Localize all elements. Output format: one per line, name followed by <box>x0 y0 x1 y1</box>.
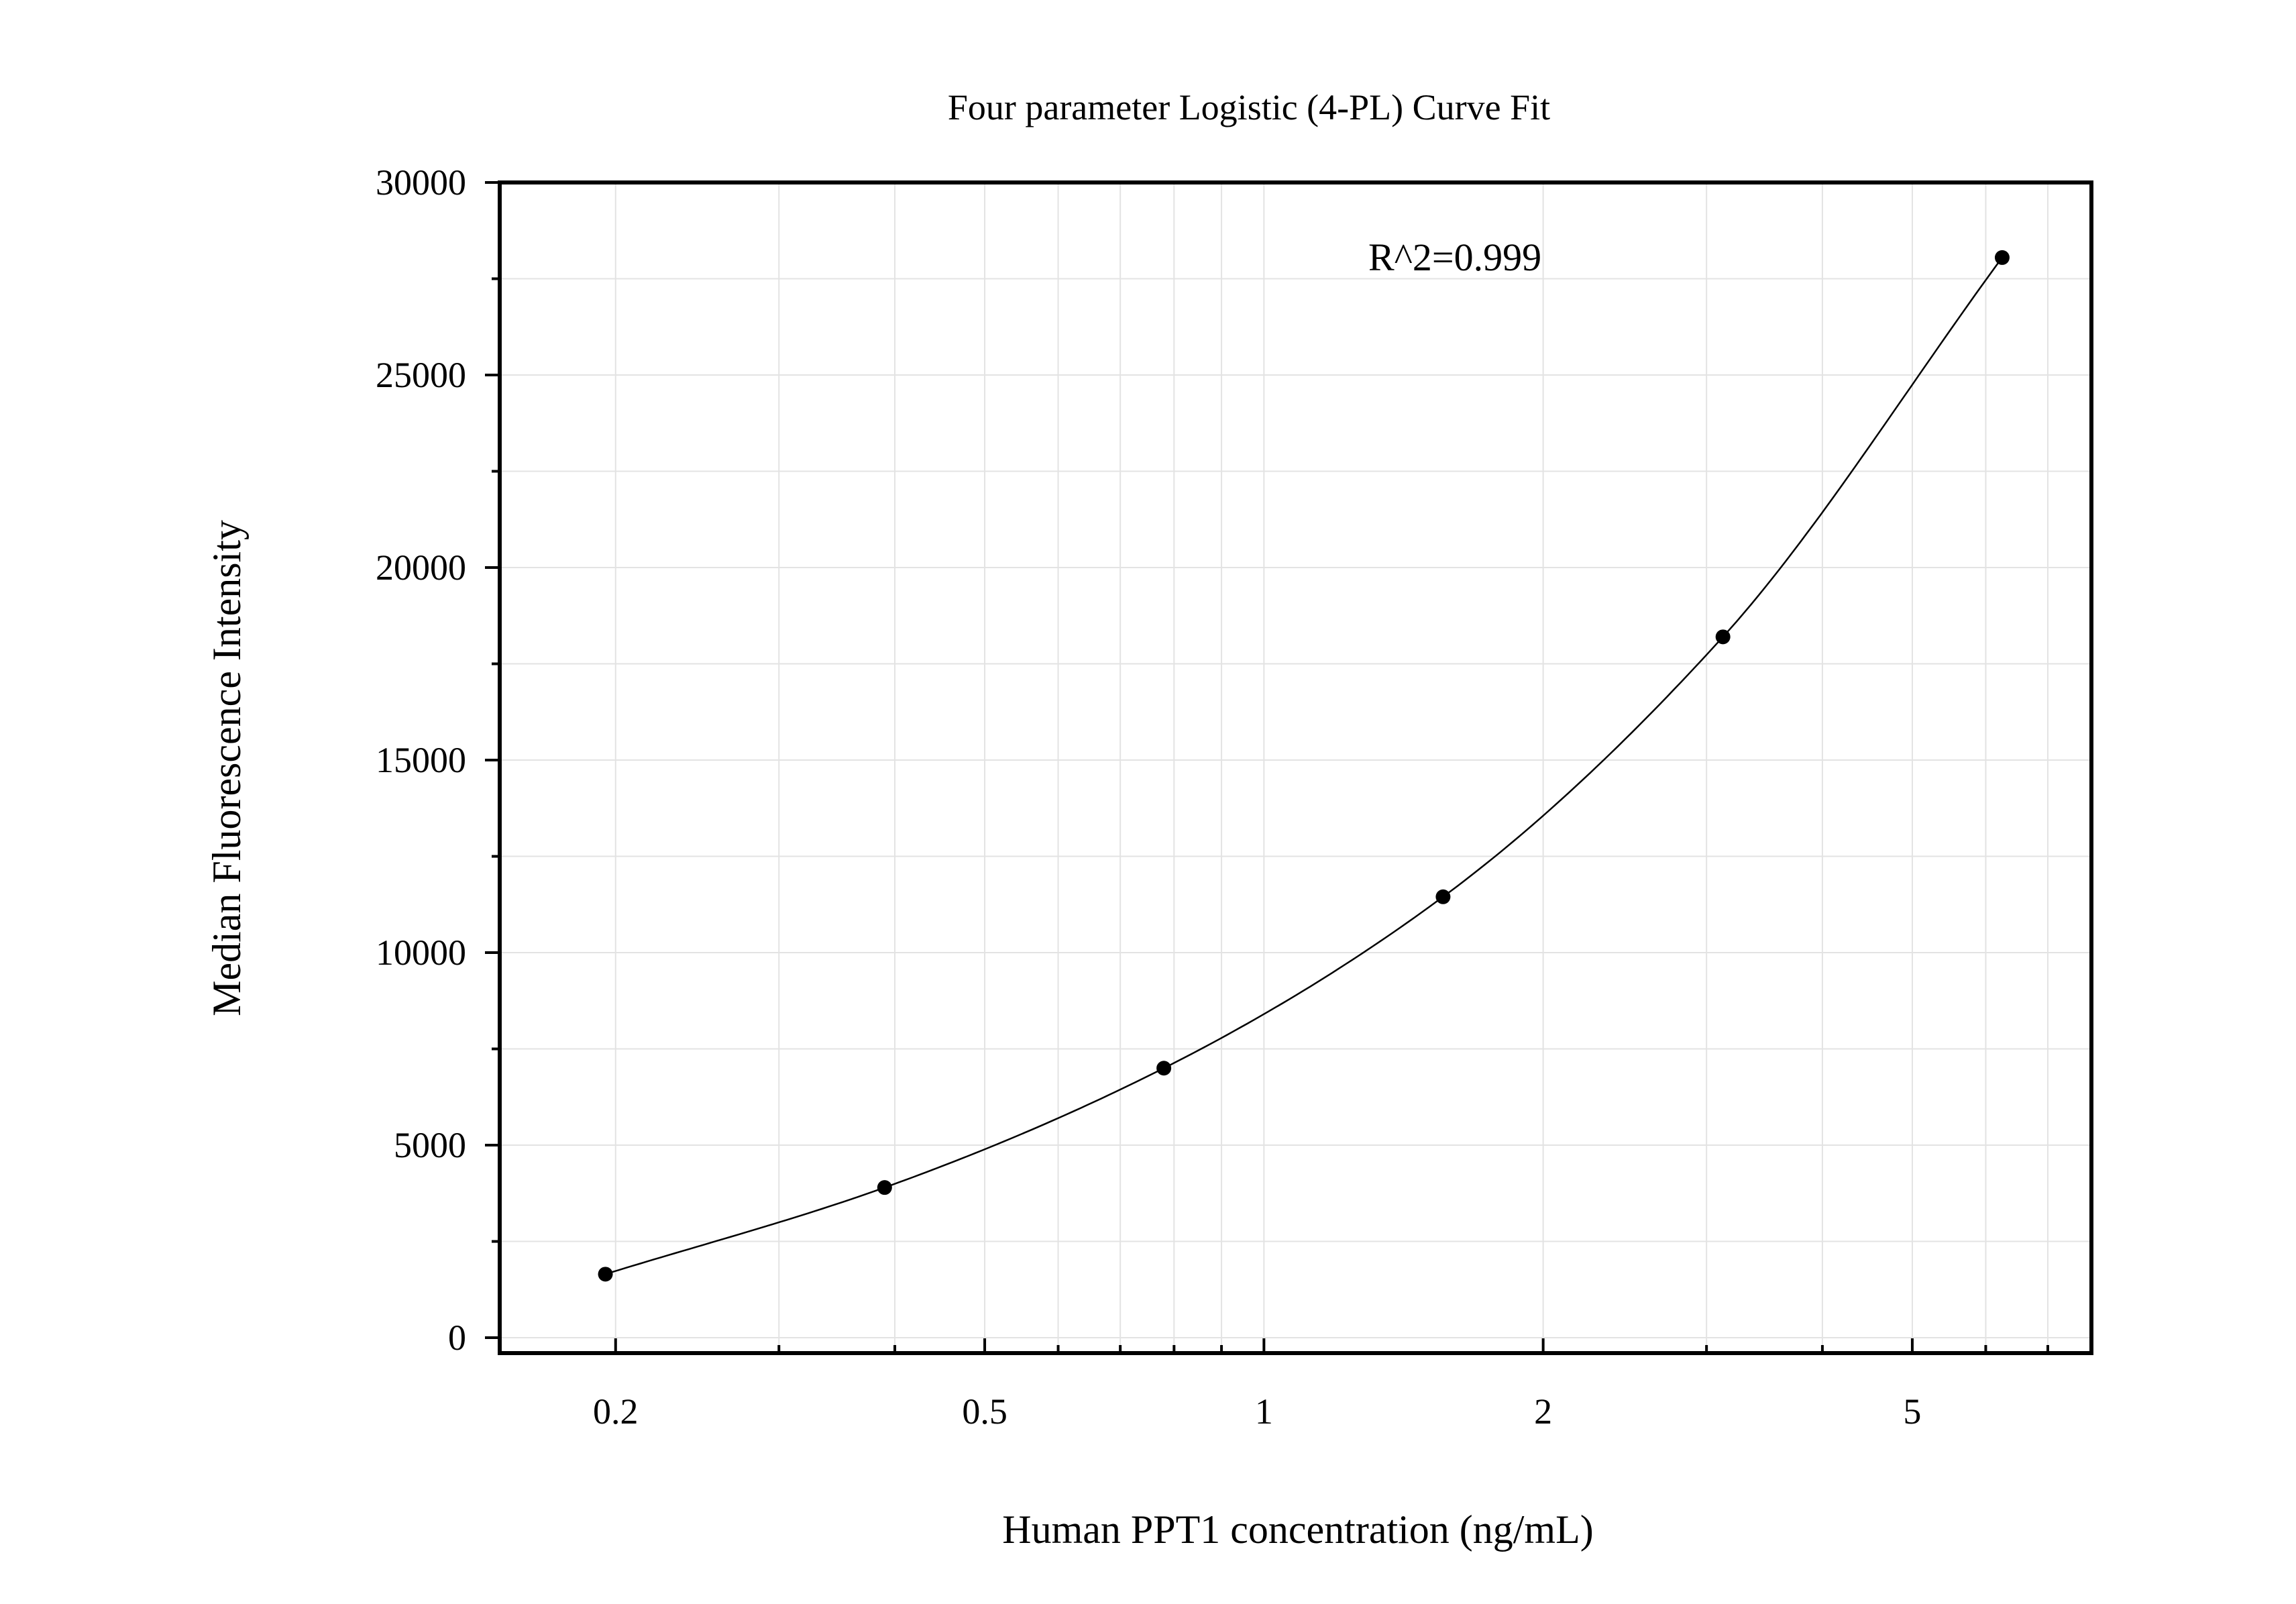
y-tick-label: 10000 <box>376 932 466 973</box>
y-tick-label: 30000 <box>376 162 466 203</box>
r-squared-annotation: R^2=0.999 <box>1368 235 1541 279</box>
chart-title: Four parameter Logistic (4-PL) Curve Fit <box>948 87 1550 127</box>
x-tick-label: 2 <box>1534 1391 1552 1432</box>
data-point <box>1156 1061 1172 1076</box>
x-tick-label: 5 <box>1903 1391 1921 1432</box>
data-point <box>598 1267 613 1282</box>
grid <box>500 182 2091 1353</box>
x-tick-label: 0.2 <box>593 1391 639 1432</box>
data-point <box>877 1180 892 1195</box>
data-point <box>1715 629 1731 645</box>
x-tick-label: 1 <box>1255 1391 1273 1432</box>
y-tick-label: 5000 <box>394 1125 466 1165</box>
tick-labels: 0.2 0.5 1 2 5 0 5000 10000 15000 20000 25000 30000 <box>376 162 1921 1432</box>
y-tick-label: 15000 <box>376 740 466 780</box>
x-axis-label: Human PPT1 concentration (ng/mL) <box>1002 1507 1593 1552</box>
x-tick-label: 0.5 <box>962 1391 1007 1432</box>
y-tick-label: 25000 <box>376 355 466 395</box>
y-tick-label: 20000 <box>376 547 466 588</box>
y-axis-label: Median Fluorescence Intensity <box>205 520 249 1016</box>
axis-ticks <box>485 181 2050 1353</box>
y-tick-label: 0 <box>448 1318 466 1358</box>
plot-frame <box>498 180 2093 1355</box>
fit-curve <box>605 257 2003 1275</box>
data-points <box>598 250 2010 1282</box>
data-point <box>1994 250 2010 265</box>
data-point <box>1435 889 1451 904</box>
